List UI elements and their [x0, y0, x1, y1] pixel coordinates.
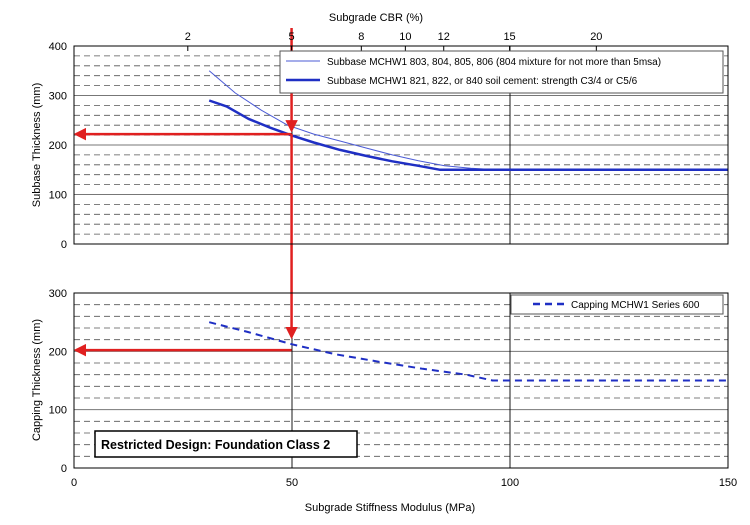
lower-y-tick-label: 300 [49, 288, 67, 300]
upper-y-tick-label: 300 [49, 91, 67, 103]
top-axis-title: Subgrade CBR (%) [329, 12, 423, 24]
series-capping [208, 321, 728, 382]
lower-plot-frame [73, 292, 729, 469]
lower-y-tick-label: 0 [61, 463, 67, 475]
series-layer [208, 70, 728, 382]
upper-y-tick-label: 400 [49, 41, 67, 53]
lower-y-tick-label: 200 [49, 346, 67, 358]
x-axis-title: Subgrade Stiffness Modulus (MPa) [305, 502, 475, 514]
lower-y-axis-title: Capping Thickness (mm) [31, 319, 43, 441]
series-subbase-granular [208, 70, 728, 171]
upper-y-tick-label: 100 [49, 190, 67, 202]
cbr-tick-label: 15 [503, 31, 515, 43]
legend-label-subbase-granular: Subbase MCHW1 803, 804, 805, 806 (804 mi… [327, 57, 661, 68]
annotation-box [94, 430, 358, 458]
reading-arrows [73, 28, 298, 357]
cbr-tick-label: 10 [399, 31, 411, 43]
upper-plot-frame [73, 45, 729, 245]
legend-label-capping: Capping MCHW1 Series 600 [571, 300, 700, 311]
cbr-tick-label: 8 [358, 31, 364, 43]
lower-legend-box [510, 294, 724, 315]
x-tick-label: 150 [719, 477, 737, 489]
grid-layer [74, 46, 728, 468]
design-annotation: Restricted Design: Foundation Class 2 [94, 430, 358, 458]
upper-legend-box [279, 50, 724, 94]
cbr-tick-label: 2 [185, 31, 191, 43]
upper-legend: Subbase MCHW1 803, 804, 805, 806 (804 mi… [279, 50, 724, 94]
x-tick-label: 0 [71, 477, 77, 489]
upper-y-tick-label: 200 [49, 140, 67, 152]
x-tick-label: 50 [286, 477, 298, 489]
annotation-text: Restricted Design: Foundation Class 2 [101, 438, 330, 452]
legend-label-subbase-cement: Subbase MCHW1 821, 822, or 840 soil ceme… [327, 76, 638, 87]
cbr-tick-label: 5 [289, 31, 295, 43]
x-tick-label: 100 [501, 477, 519, 489]
lower-legend: Capping MCHW1 Series 600 [510, 294, 724, 315]
cbr-tick-label: 20 [590, 31, 602, 43]
upper-y-tick-label: 0 [61, 239, 67, 251]
cbr-tick-label: 12 [438, 31, 450, 43]
series-subbase-cement [208, 99, 728, 172]
lower-y-tick-label: 100 [49, 405, 67, 417]
upper-y-axis-title: Subbase Thickness (mm) [31, 83, 43, 208]
